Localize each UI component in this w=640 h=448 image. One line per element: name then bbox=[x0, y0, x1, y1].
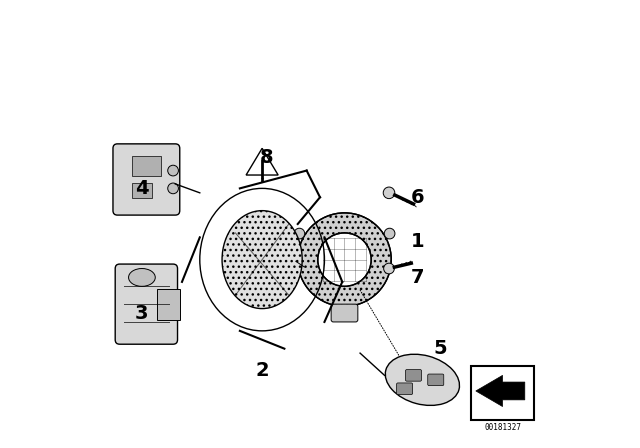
FancyBboxPatch shape bbox=[132, 156, 161, 176]
FancyBboxPatch shape bbox=[157, 289, 180, 320]
FancyBboxPatch shape bbox=[132, 183, 152, 198]
Text: 4: 4 bbox=[135, 179, 148, 198]
FancyBboxPatch shape bbox=[115, 264, 177, 344]
Circle shape bbox=[168, 183, 179, 194]
FancyBboxPatch shape bbox=[472, 366, 534, 420]
Text: 1: 1 bbox=[411, 233, 425, 251]
Wedge shape bbox=[298, 213, 391, 306]
Text: 7: 7 bbox=[411, 268, 425, 287]
Ellipse shape bbox=[385, 354, 460, 405]
Text: 6: 6 bbox=[411, 188, 425, 207]
Circle shape bbox=[168, 165, 179, 176]
Circle shape bbox=[384, 228, 395, 239]
Polygon shape bbox=[476, 375, 525, 406]
Polygon shape bbox=[246, 148, 278, 175]
FancyBboxPatch shape bbox=[406, 370, 422, 381]
Text: 5: 5 bbox=[433, 339, 447, 358]
Ellipse shape bbox=[129, 268, 156, 286]
FancyBboxPatch shape bbox=[397, 383, 413, 395]
Text: 8: 8 bbox=[260, 148, 273, 167]
Circle shape bbox=[294, 228, 305, 239]
Ellipse shape bbox=[222, 211, 302, 309]
Circle shape bbox=[339, 306, 350, 317]
Text: 3: 3 bbox=[135, 304, 148, 323]
Text: 2: 2 bbox=[255, 362, 269, 380]
FancyBboxPatch shape bbox=[113, 144, 180, 215]
Circle shape bbox=[383, 187, 395, 198]
Circle shape bbox=[383, 263, 394, 274]
FancyBboxPatch shape bbox=[428, 374, 444, 386]
FancyBboxPatch shape bbox=[331, 304, 358, 322]
Text: 00181327: 00181327 bbox=[484, 423, 521, 432]
